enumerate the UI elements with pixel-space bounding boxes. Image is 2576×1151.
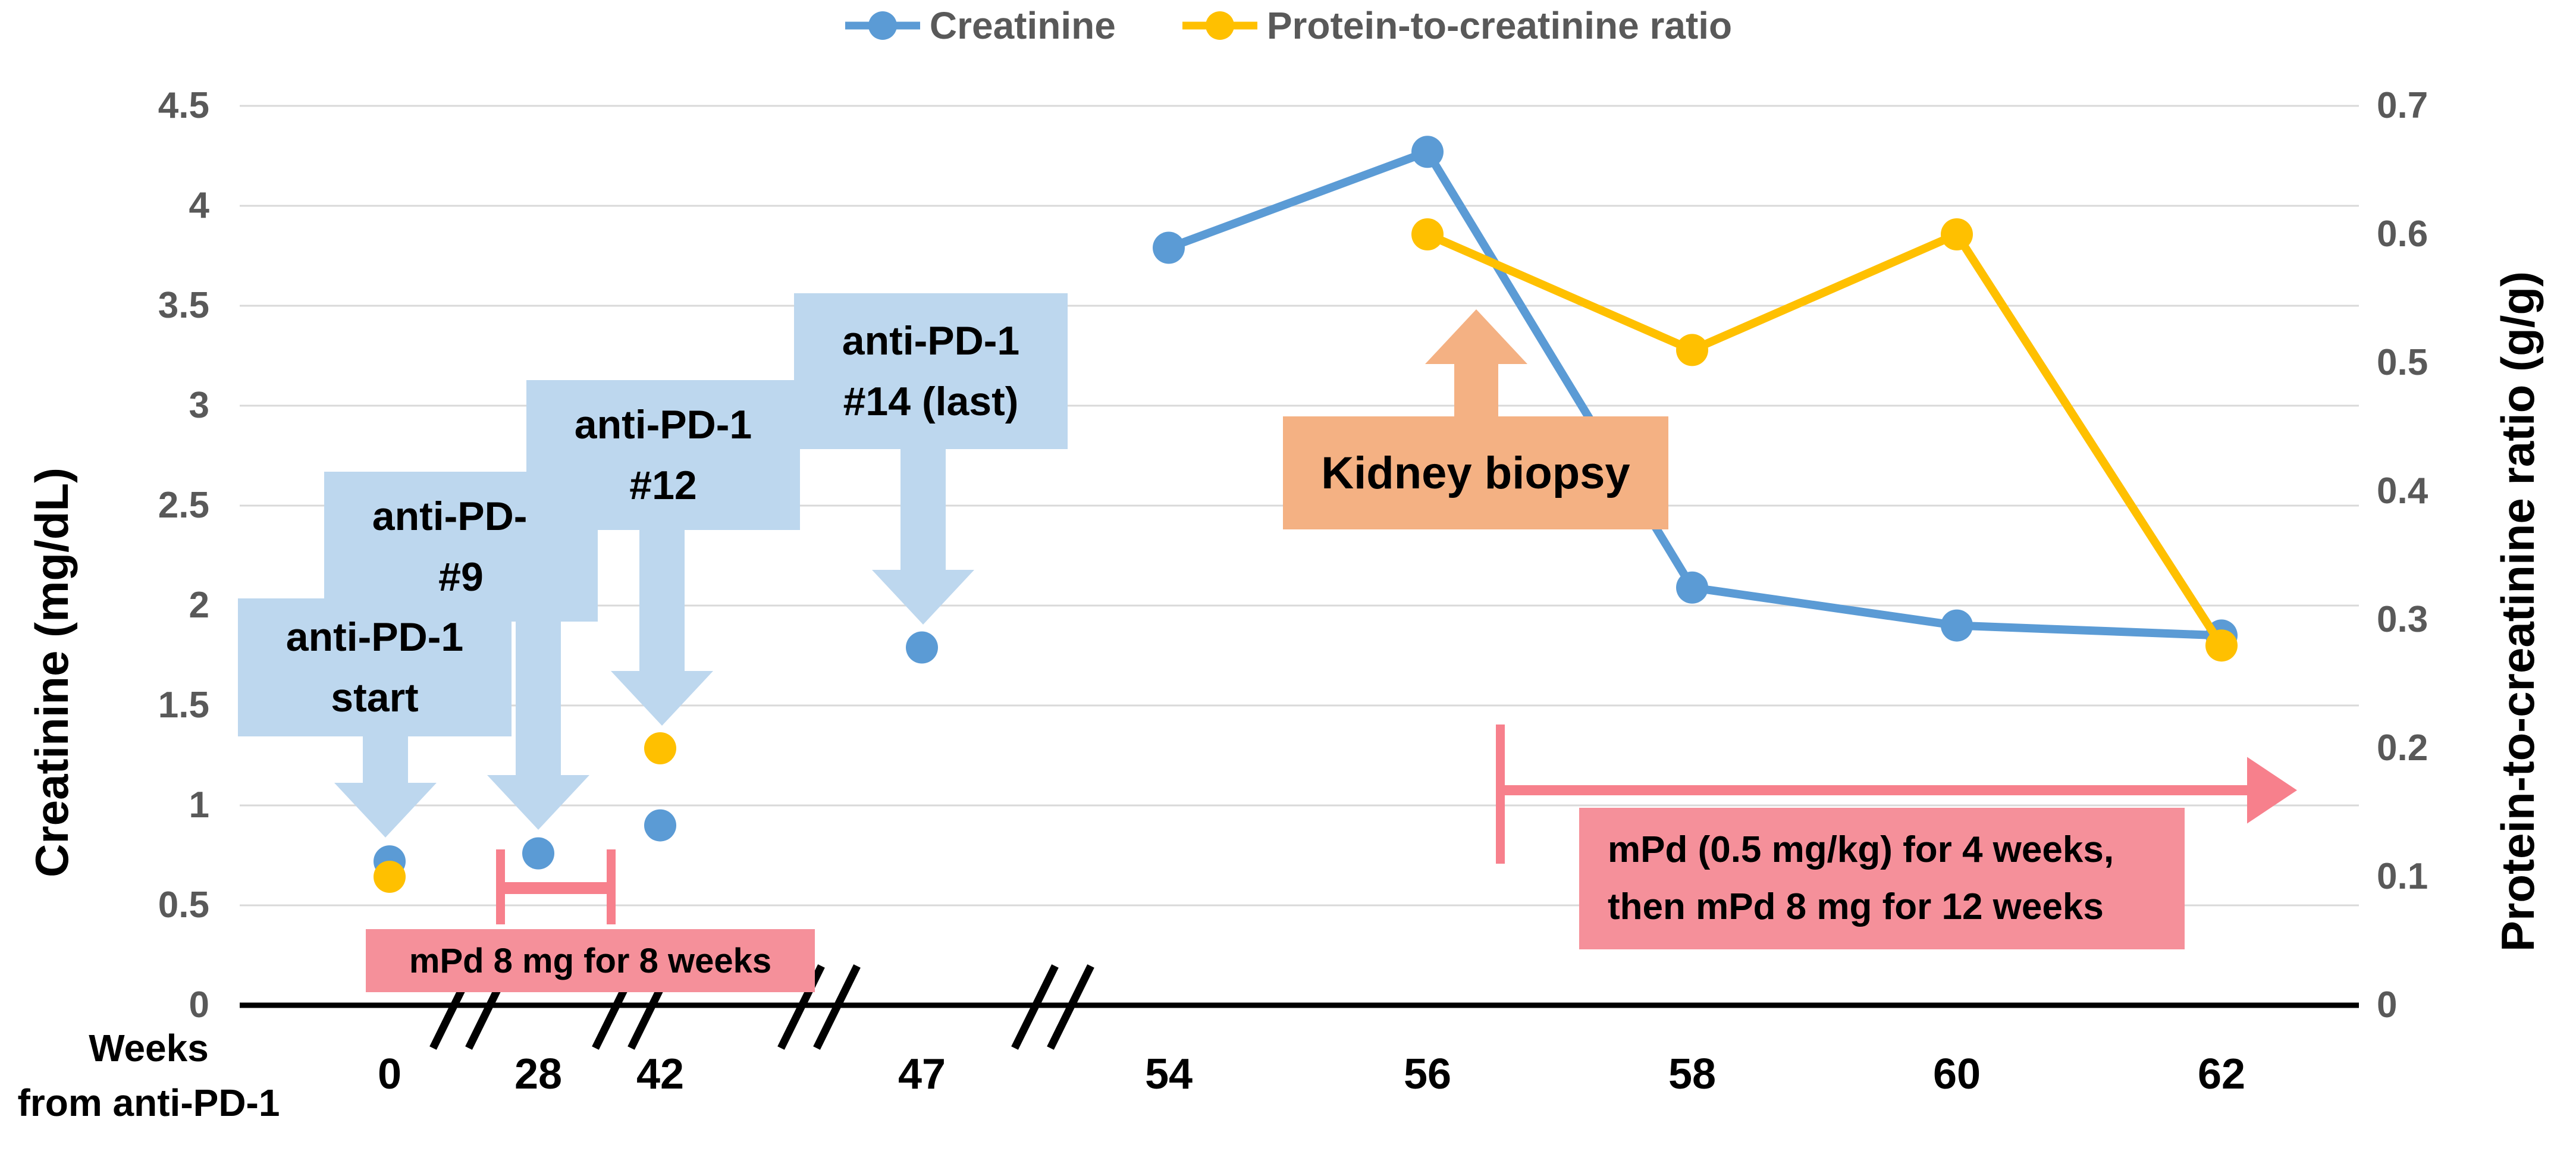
- protein-to-creatinine-ratio-point: [1411, 218, 1444, 250]
- x-axis-tick-label: 47: [898, 1050, 946, 1098]
- axis-break-icon: [1011, 964, 1059, 1050]
- anti-pd1-arrow-icon: [487, 622, 589, 830]
- left-axis-tick-label: 4: [189, 185, 209, 226]
- legend-label-creatinine: Creatinine: [929, 4, 1116, 47]
- protein-to-creatinine-ratio-line: [1426, 229, 2225, 648]
- creatinine-point: [644, 809, 676, 842]
- x-axis-tick-label: 62: [2197, 1050, 2246, 1098]
- protein-to-creatinine-ratio-point: [1941, 218, 1973, 250]
- right-axis-tick-label: 0.5: [2377, 342, 2428, 383]
- left-axis-tick-label: 3.5: [158, 285, 209, 326]
- x-axis-tick-label: 0: [377, 1050, 402, 1098]
- right-axis-tick-label: 0: [2377, 984, 2398, 1025]
- mpd-taper-label: mPd (0.5 mg/kg) for 4 weeks, then mPd 8 …: [1579, 808, 2185, 949]
- axis-break-icon: [1047, 964, 1094, 1050]
- creatinine-point: [522, 837, 554, 870]
- x-axis-tick-label: 28: [514, 1050, 563, 1098]
- mpd-arrow-head-icon: [2247, 757, 2297, 824]
- anti-pd1-arrow-icon: [334, 736, 437, 838]
- left-axis-tick-label: 3: [189, 385, 209, 426]
- creatinine-point: [1941, 609, 1973, 642]
- right-axis-tick-label: 0.4: [2377, 471, 2428, 512]
- callout-anti-pd1-14-last: anti-PD-1 #14 (last): [794, 293, 1068, 449]
- legend-label-ratio: Protein-to-creatinine ratio: [1266, 4, 1733, 47]
- protein-to-creatinine-ratio-point: [1676, 334, 1708, 366]
- callout-anti-pd1-12: anti-PD-1 #12: [526, 380, 800, 530]
- left-axis-tick-label: 4.5: [158, 85, 209, 126]
- x-axis-tick-label: 58: [1668, 1050, 1717, 1098]
- protein-to-creatinine-ratio-point: [644, 732, 676, 764]
- right-axis-tick-label: 0.7: [2377, 85, 2428, 126]
- x-axis-tick-label: 60: [1932, 1050, 1981, 1098]
- kidney-biopsy-arrow-icon: [1425, 309, 1527, 419]
- creatinine-point: [1411, 136, 1444, 168]
- legend: Creatinine Protein-to-creatinine ratio: [0, 4, 2576, 48]
- x-axis-tick-label: 42: [636, 1050, 685, 1098]
- creatinine-point: [1153, 231, 1185, 264]
- left-axis-tick-label: 0: [189, 984, 209, 1025]
- mpd-8mg-8weeks-label: mPd 8 mg for 8 weeks: [366, 929, 815, 992]
- creatinine-point: [1676, 571, 1708, 604]
- creatinine-point: [906, 631, 938, 664]
- mpd-arrow-shaft: [1500, 785, 2247, 795]
- x-axis-caption: Weeks from anti-PD-1: [17, 1027, 280, 1124]
- bracket-cross-bar: [496, 882, 616, 894]
- protein-to-creatinine-ratio-point: [2205, 629, 2238, 662]
- right-axis-tick-label: 0.2: [2377, 727, 2428, 769]
- right-axis-tick-label: 0.1: [2377, 856, 2428, 897]
- left-axis-tick-label: 1: [189, 785, 209, 826]
- right-axis-tick-label: 0.6: [2377, 214, 2428, 255]
- anti-pd1-arrow-icon: [611, 530, 713, 726]
- legend-item-ratio: Protein-to-creatinine ratio: [1181, 4, 1732, 48]
- left-axis-tick-label: 2.5: [158, 485, 209, 526]
- legend-marker-creatinine-icon: [845, 11, 920, 40]
- protein-to-creatinine-ratio-point: [374, 861, 406, 893]
- kidney-biopsy-label: Kidney biopsy: [1283, 416, 1668, 529]
- legend-item-creatinine: Creatinine: [844, 4, 1116, 48]
- anti-pd1-arrow-icon: [872, 449, 974, 625]
- x-axis-tick-label: 56: [1403, 1050, 1452, 1098]
- right-axis-tick-label: 0.3: [2377, 599, 2428, 640]
- left-axis-tick-label: 2: [189, 585, 209, 626]
- legend-marker-ratio-icon: [1182, 11, 1257, 40]
- left-axis-tick-label: 0.5: [158, 885, 209, 926]
- left-axis-tick-label: 1.5: [158, 685, 209, 726]
- axis-break-icon: [813, 964, 861, 1050]
- x-axis-tick-label: 54: [1144, 1050, 1193, 1098]
